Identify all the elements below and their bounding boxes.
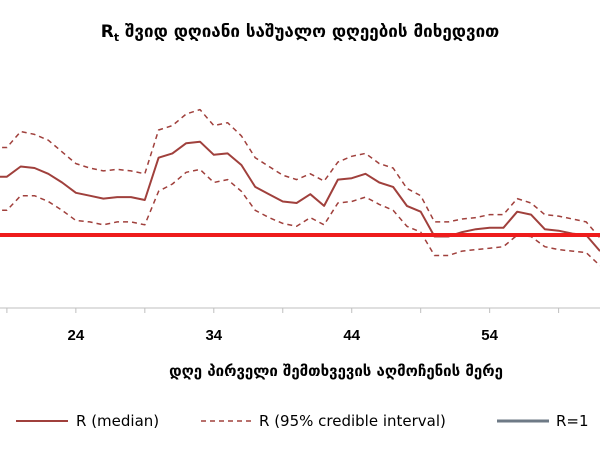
chart-title-main: R bbox=[101, 22, 114, 42]
series-ci-lower-line bbox=[0, 168, 600, 267]
legend: R (median) R (95% credible interval) R=1 bbox=[16, 412, 589, 430]
x-tick-label: 44 bbox=[343, 327, 360, 344]
x-tick-label: 34 bbox=[205, 327, 222, 344]
x-axis-ticks: 24 34 44 54 bbox=[6, 308, 560, 344]
series-median-line bbox=[0, 140, 600, 252]
plot-area bbox=[0, 108, 600, 267]
chart-title: Rt შვიდ დღიანი საშუალო დღეების მიხედვით bbox=[101, 22, 500, 44]
x-tick-label: 54 bbox=[481, 327, 498, 344]
chart-title-rest: შვიდ დღიანი საშუალო დღეების მიხედვით bbox=[119, 22, 499, 42]
chart-title-subscript: t bbox=[114, 31, 119, 44]
series-ci-upper-line bbox=[0, 108, 600, 239]
x-tick-label: 24 bbox=[68, 327, 85, 344]
legend-median-label: R (median) bbox=[76, 412, 159, 430]
x-axis-label: დღე პირველი შემთხვევის აღმოჩენის მერე bbox=[169, 362, 503, 380]
legend-ci-label: R (95% credible interval) bbox=[259, 412, 446, 430]
legend-reference-label: R=1 bbox=[556, 412, 589, 430]
